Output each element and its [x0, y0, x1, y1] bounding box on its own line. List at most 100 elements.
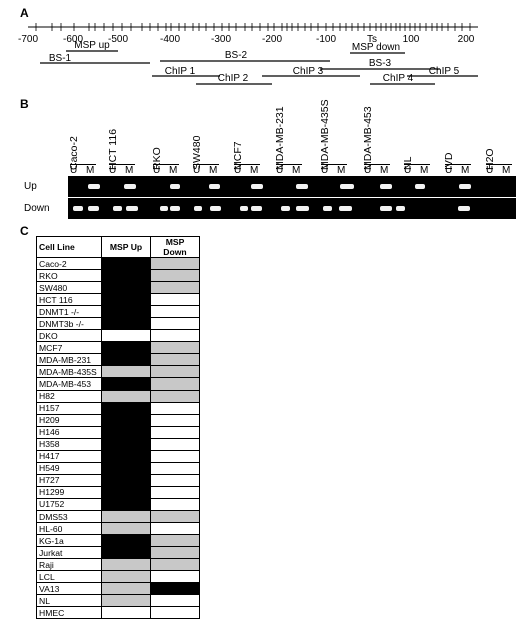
cell-line-name: H209 — [36, 413, 102, 427]
msp-up-cell — [101, 329, 151, 343]
lane-m-label: M — [502, 165, 511, 176]
cell-line-name: U1752 — [36, 497, 102, 511]
table-row: DMS53 — [36, 509, 200, 524]
axis-tick-label: -600 — [63, 34, 83, 45]
cell-line-name: SW480 — [36, 281, 102, 295]
table-row: SW480 — [36, 281, 200, 295]
msp-down-cell — [150, 256, 200, 271]
gel-band — [88, 184, 100, 189]
header-msp-up: MSP Up — [101, 236, 151, 258]
msp-down-cell — [150, 269, 200, 283]
lane-bracket — [321, 164, 347, 165]
msp-up-cell — [101, 534, 151, 548]
lane-label: MDA-MB-231 — [274, 106, 286, 170]
msp-up-cell — [101, 341, 151, 355]
msp-up-cell — [101, 473, 151, 487]
msp-up-cell — [101, 269, 151, 283]
gel-row-label: Down — [24, 203, 50, 214]
msp-down-cell — [150, 329, 200, 343]
msp-down-cell — [150, 473, 200, 487]
gel-band — [73, 206, 83, 211]
lane-m-label: M — [420, 165, 429, 176]
msp-up-cell — [101, 317, 151, 331]
msp-down-cell — [150, 534, 200, 548]
region-label: BS-1 — [49, 53, 72, 64]
cpg-ticks — [35, 23, 471, 31]
lane-label: MDA-MB-435S — [319, 99, 331, 170]
table-header-row: Cell Line MSP Up MSP Down — [36, 236, 200, 258]
lane-m-label: M — [292, 165, 301, 176]
lane-label: MDA-MB-453 — [362, 106, 374, 170]
table-row: H358 — [36, 437, 200, 451]
msp-down-cell — [150, 341, 200, 355]
lane-m-label: M — [250, 165, 259, 176]
lane-bracket — [364, 164, 390, 165]
gel-band — [209, 184, 220, 189]
table-row: H727 — [36, 473, 200, 487]
cell-line-name: MDA-MB-435S — [36, 365, 102, 379]
cell-line-name: H146 — [36, 425, 102, 439]
gel-band — [396, 206, 405, 211]
cell-line-name: MDA-MB-231 — [36, 353, 102, 367]
table-row: H1299 — [36, 485, 200, 499]
cell-line-name: H549 — [36, 461, 102, 475]
gel-band — [339, 206, 352, 211]
lane-bracket — [445, 164, 471, 165]
msp-up-cell — [101, 461, 151, 475]
gel-band — [380, 206, 392, 211]
msp-down-cell — [150, 317, 200, 331]
lane-u-label: U — [404, 165, 412, 176]
gel-band — [251, 184, 263, 189]
table-row: DKO — [36, 329, 200, 343]
msp-down-cell — [150, 461, 200, 475]
msp-down-cell — [150, 522, 200, 536]
gel-band — [124, 184, 136, 189]
msp-up-cell — [101, 497, 151, 511]
cell-line-name: DNMT1 -/- — [36, 305, 102, 319]
msp-down-cell — [150, 606, 200, 619]
cell-line-name: H82 — [36, 389, 102, 403]
lane-bracket — [193, 164, 219, 165]
cell-line-name: H157 — [36, 401, 102, 415]
lane-u-label: U — [276, 165, 284, 176]
msp-down-cell — [150, 485, 200, 499]
axis-tick-label: -700 — [18, 34, 38, 45]
region-label: MSP down — [352, 42, 400, 53]
cell-line-name: Caco-2 — [36, 256, 102, 271]
msp-up-cell — [101, 485, 151, 499]
msp-down-cell — [150, 377, 200, 391]
gel-band — [170, 206, 180, 211]
gel-band — [126, 206, 138, 211]
lane-u-label: U — [193, 165, 201, 176]
msp-down-cell — [150, 365, 200, 379]
msp-down-cell — [150, 293, 200, 307]
axis-tick-label: -200 — [262, 34, 282, 45]
promoter-map: -700 -600 -500 -400 -300 -200 -100 Ts 100 200 MSP… — [18, 23, 478, 85]
gel-band — [194, 206, 202, 211]
gel-band — [296, 184, 308, 189]
table-row: KG-1a — [36, 534, 200, 548]
panel-c-label: C — [20, 224, 29, 238]
lane-m-label: M — [380, 165, 389, 176]
gel-band — [240, 206, 248, 211]
lane-u-label: U — [486, 165, 494, 176]
table-row: NL — [36, 594, 200, 608]
gel-row-label: Up — [24, 181, 37, 192]
table-row: U1752 — [36, 497, 200, 511]
msp-up-cell — [101, 558, 151, 572]
msp-down-cell — [150, 546, 200, 560]
table-row: MCF7 — [36, 341, 200, 355]
gel-band — [113, 206, 122, 211]
cell-line-name: KG-1a — [36, 534, 102, 548]
gel-band — [160, 206, 168, 211]
gel-band — [459, 184, 471, 189]
table-row: H417 — [36, 449, 200, 463]
msp-down-cell — [150, 558, 200, 572]
cell-line-name: H1299 — [36, 485, 102, 499]
table-row: Raji — [36, 558, 200, 572]
region-label: ChIP 3 — [293, 66, 324, 77]
lane-m-label: M — [169, 165, 178, 176]
cell-line-name: VA13 — [36, 582, 102, 596]
region-label: ChIP 2 — [218, 73, 249, 84]
msp-down-cell — [150, 509, 200, 524]
